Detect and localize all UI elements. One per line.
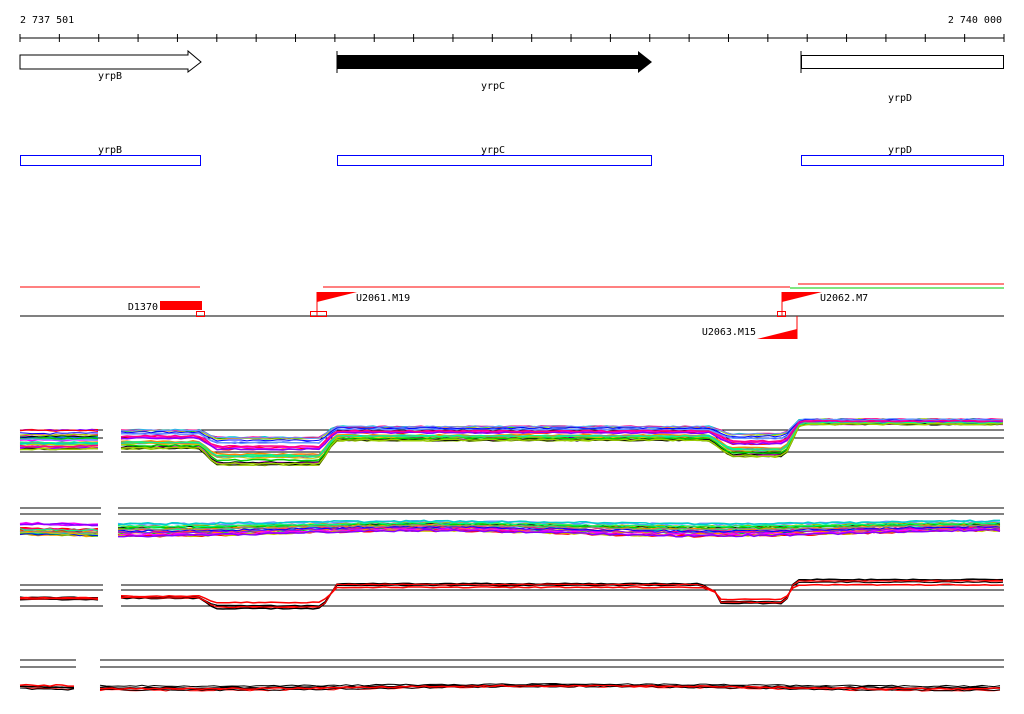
signal-line bbox=[20, 435, 99, 438]
coordinate-axis: 2 737 501 2 740 000 bbox=[19, 15, 1005, 42]
feature-D1370[interactable]: D1370 bbox=[128, 301, 205, 317]
feature-label: U2063.M15 bbox=[702, 327, 756, 338]
signal-line bbox=[19, 432, 99, 435]
gene-label: yrpC bbox=[481, 81, 505, 92]
annotation-yrpD[interactable] bbox=[801, 155, 1004, 166]
gene-yrpC[interactable]: yrpC bbox=[336, 51, 652, 92]
signal-line bbox=[117, 519, 1000, 526]
annotation-label: yrpB bbox=[98, 145, 122, 156]
signal-line bbox=[19, 433, 99, 436]
signal-line bbox=[19, 528, 99, 532]
signal-line bbox=[19, 437, 99, 440]
signal-line bbox=[99, 684, 1001, 691]
signal-line bbox=[117, 521, 1001, 528]
signal-line bbox=[120, 583, 1003, 604]
annotation-track: yrpB yrpC yrpD bbox=[20, 145, 1004, 166]
signal-line bbox=[19, 596, 99, 599]
gene-yrpD[interactable]: yrpD bbox=[800, 51, 1004, 104]
signal-line bbox=[19, 529, 99, 534]
annotation-yrpB[interactable] bbox=[20, 155, 201, 166]
signal-line bbox=[19, 683, 74, 687]
signal-line bbox=[19, 429, 99, 432]
signal-line bbox=[117, 525, 1001, 533]
signal-line bbox=[99, 683, 1001, 688]
axis-start-label: 2 737 501 bbox=[20, 15, 74, 26]
signal-line bbox=[120, 418, 1004, 439]
gene-label: yrpB bbox=[98, 71, 122, 82]
signal-line bbox=[117, 524, 1001, 531]
signal-line bbox=[117, 523, 1001, 530]
signal-line bbox=[19, 687, 75, 691]
feature-U2061-M19[interactable]: U2061.M19 bbox=[310, 292, 411, 317]
feature-track: D1370 U2061.M19 U2062.M7 U2063.M15 bbox=[20, 283, 1004, 339]
annotation-label: yrpC bbox=[481, 145, 505, 156]
axis-ticks bbox=[19, 34, 1005, 42]
annotation-label: yrpD bbox=[888, 145, 912, 156]
signal-line bbox=[19, 685, 75, 689]
feature-U2063-M15[interactable]: U2063.M15 bbox=[702, 316, 798, 339]
axis-end-label: 2 740 000 bbox=[948, 15, 1002, 26]
feature-label: U2062.M7 bbox=[820, 293, 868, 304]
signal-line bbox=[120, 421, 1004, 458]
gene-track: yrpB yrpC yrpD bbox=[19, 49, 1004, 104]
signal-line bbox=[19, 522, 99, 527]
signal-line bbox=[19, 441, 99, 444]
feature-U2062-M7[interactable]: U2062.M7 bbox=[777, 292, 869, 317]
signal-line bbox=[120, 422, 1004, 466]
feature-label: D1370 bbox=[128, 302, 158, 313]
signal-line bbox=[117, 526, 1001, 534]
signal-line bbox=[120, 581, 1004, 607]
signal-line bbox=[19, 447, 98, 451]
signal-line bbox=[120, 419, 1004, 448]
signal-line bbox=[120, 578, 1004, 610]
signal-line bbox=[19, 438, 99, 441]
gene-yrpB[interactable]: yrpB bbox=[19, 49, 202, 82]
signal-line bbox=[120, 579, 1004, 609]
signal-line bbox=[118, 528, 1001, 538]
gene-label: yrpD bbox=[888, 93, 912, 104]
annotation-yrpC[interactable] bbox=[337, 155, 652, 166]
signal-line bbox=[19, 444, 99, 448]
feature-label: U2061.M19 bbox=[356, 293, 410, 304]
signal-tracks bbox=[19, 417, 1004, 692]
signal-line bbox=[19, 443, 99, 446]
signal-line bbox=[19, 598, 99, 600]
signal-line bbox=[99, 683, 1001, 690]
